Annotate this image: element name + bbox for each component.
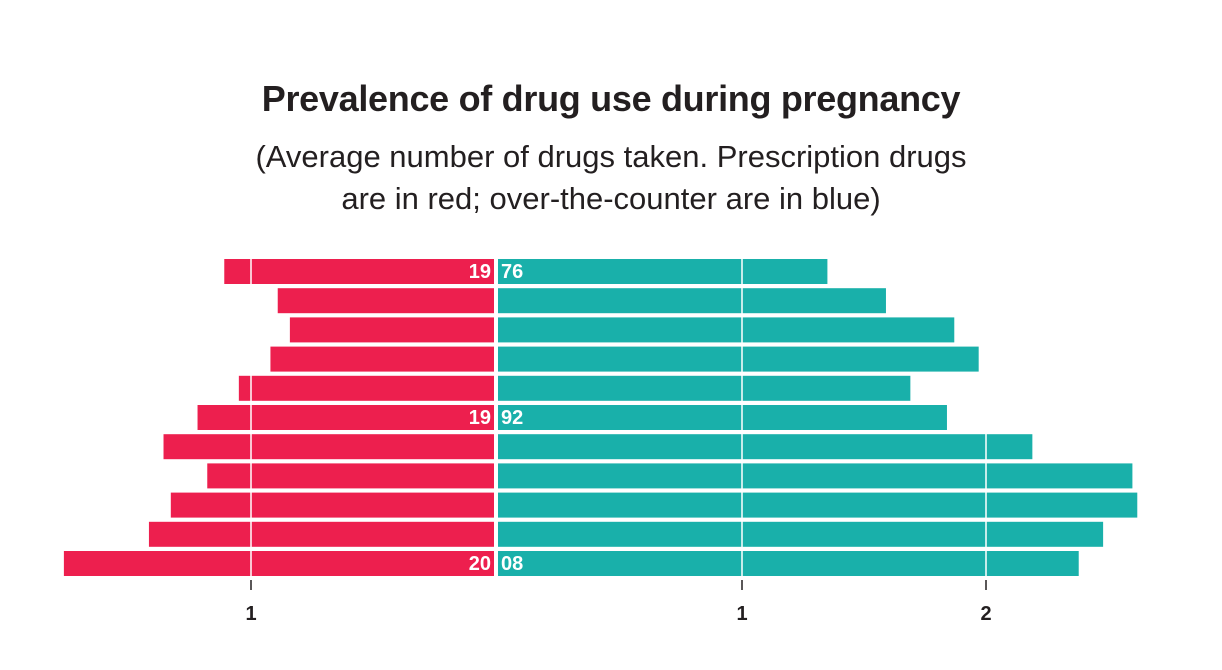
otc-bar	[498, 434, 1033, 460]
otc-bar	[498, 405, 947, 430]
subtitle-line-2: are in red; over-the-counter are in blue…	[341, 181, 881, 216]
tick-label: 1	[736, 603, 747, 625]
year-label-left: 20	[469, 553, 491, 575]
subtitle-line-1: (Average number of drugs taken. Prescrip…	[255, 139, 967, 174]
prescription-bars	[63, 259, 495, 576]
year-label-right: 76	[501, 261, 523, 283]
prescription-bar	[238, 375, 494, 401]
prescription-bar	[197, 405, 495, 430]
otc-bar	[498, 259, 828, 284]
otc-bar	[498, 521, 1104, 547]
tick-label: 2	[980, 603, 991, 625]
axis-ticks: 1 1 2	[245, 580, 992, 625]
prescription-bar	[277, 288, 494, 314]
otc-bar	[498, 346, 979, 372]
year-label-left: 19	[469, 261, 491, 283]
year-label-right: 08	[501, 553, 523, 575]
otc-bar	[498, 551, 1079, 576]
chart-title: Prevalence of drug use during pregnancy	[261, 78, 961, 119]
tick-label: 1	[245, 603, 256, 625]
prescription-bar	[63, 551, 494, 576]
prescription-bar	[170, 492, 494, 518]
gridlines	[250, 256, 987, 580]
chart-subtitle: (Average number of drugs taken. Prescrip…	[211, 136, 1011, 220]
otc-bar	[498, 463, 1133, 489]
year-label-right: 92	[501, 407, 523, 429]
otc-bar	[498, 288, 886, 314]
prescription-bar	[289, 317, 494, 343]
prescription-bar	[224, 259, 494, 284]
otc-bar	[498, 317, 955, 343]
prescription-bar	[148, 521, 494, 547]
otc-bar	[498, 375, 911, 401]
otc-bars	[498, 259, 1138, 576]
year-labels: 19 76 19 92 20 08	[469, 261, 524, 575]
prescription-bar	[207, 463, 494, 489]
prescription-bar	[163, 434, 494, 460]
year-label-left: 19	[469, 407, 491, 429]
prescription-bar	[270, 346, 494, 372]
otc-bar	[498, 492, 1138, 518]
